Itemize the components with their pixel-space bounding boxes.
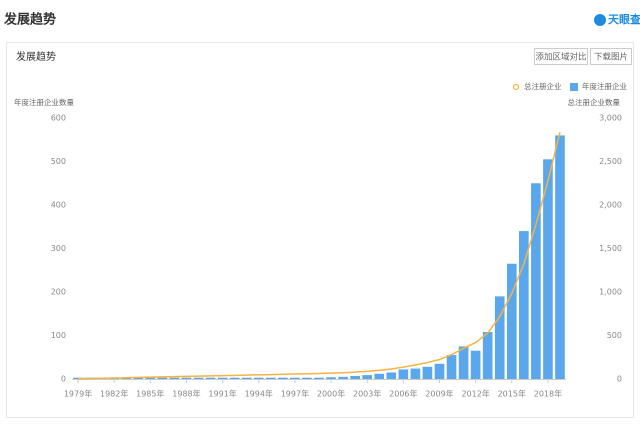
x-tick-label: 2000年: [317, 389, 345, 399]
line: [78, 132, 561, 380]
button[interactable]: [590, 48, 632, 65]
bar: [241, 377, 252, 379]
bar: [265, 377, 276, 379]
bar: [458, 346, 469, 379]
y2-tick-label: 2,500: [599, 157, 622, 166]
y2-tick-label: 1,500: [599, 244, 622, 253]
x-tick-label: 2015年: [498, 389, 526, 399]
y2-tick-label: 3,000: [599, 114, 622, 123]
legend-label: 总注册企业: [524, 81, 562, 91]
bar: [217, 377, 228, 379]
bar: [253, 377, 264, 379]
x-tick-label: 1988年: [172, 389, 200, 399]
bar: [422, 366, 433, 379]
bar: [482, 332, 493, 379]
panel: [6, 42, 634, 418]
bar: [145, 377, 156, 379]
bar: [181, 377, 192, 379]
y-tick-label: 600: [51, 114, 66, 123]
bar: [519, 231, 529, 379]
x-tick-label: 1991年: [208, 389, 236, 399]
y-tick-label: 300: [51, 244, 66, 253]
bar: [278, 377, 288, 379]
button-label[interactable]: 下载图片: [594, 52, 628, 63]
legend-label: 年度注册企业: [582, 81, 627, 91]
y-tick-label: 400: [51, 201, 66, 210]
bar: [169, 377, 180, 379]
legend-marker: [570, 83, 578, 91]
y2-axis-title: 总注册企业数量: [568, 97, 621, 107]
panel-title: 发展趋势: [16, 50, 56, 63]
bar: [229, 377, 240, 379]
y2-tick-label: 500: [607, 331, 622, 340]
bar: [494, 296, 505, 379]
x-tick-label: 2009年: [425, 389, 453, 399]
x-tick-label: 2018年: [534, 389, 562, 399]
bar: [543, 159, 553, 379]
bar: [410, 368, 421, 379]
bar: [290, 377, 300, 379]
y-tick-label: 500: [51, 157, 66, 166]
bar: [446, 355, 457, 379]
bar: [302, 377, 312, 379]
bar: [362, 375, 373, 379]
y-tick-label: 100: [51, 331, 66, 340]
bar: [157, 377, 168, 379]
y2-tick-label: 2,000: [599, 201, 622, 210]
bar: [193, 377, 204, 379]
bar: [531, 183, 541, 379]
logo-icon: [594, 14, 606, 26]
bar: [374, 373, 385, 379]
bar: [470, 350, 481, 379]
bar: [434, 363, 445, 379]
bar: [506, 263, 517, 379]
x-tick-label: 1985年: [136, 389, 164, 399]
y-tick-label: 200: [51, 288, 66, 297]
logo: 天眼查: [608, 12, 640, 26]
x-tick-label: 2012年: [461, 389, 489, 399]
y2-tick-label: 0: [617, 375, 622, 384]
bar: [133, 377, 144, 379]
y2-tick-label: 1,000: [599, 288, 622, 297]
x-tick-label: 2006年: [389, 389, 417, 399]
page-title: 发展趋势: [3, 12, 56, 28]
bar: [555, 135, 565, 379]
bar: [338, 376, 348, 379]
y-axis-title: 年度注册企业数量: [14, 97, 74, 107]
bar: [398, 369, 409, 379]
button-label[interactable]: 添加区域对比: [535, 52, 586, 63]
x-tick-label: 1979年: [64, 389, 92, 399]
button[interactable]: [534, 48, 588, 65]
legend-marker: [512, 83, 520, 91]
x-tick-label: 1982年: [100, 389, 128, 399]
y-tick-label: 0: [61, 375, 66, 384]
x-tick-label: 1997年: [281, 389, 309, 399]
x-tick-label: 2003年: [353, 389, 381, 399]
bar: [205, 377, 216, 379]
bar: [350, 375, 360, 379]
bar: [326, 377, 336, 379]
bar: [386, 372, 397, 379]
bar: [314, 377, 324, 379]
x-tick-label: 1994年: [245, 389, 273, 399]
